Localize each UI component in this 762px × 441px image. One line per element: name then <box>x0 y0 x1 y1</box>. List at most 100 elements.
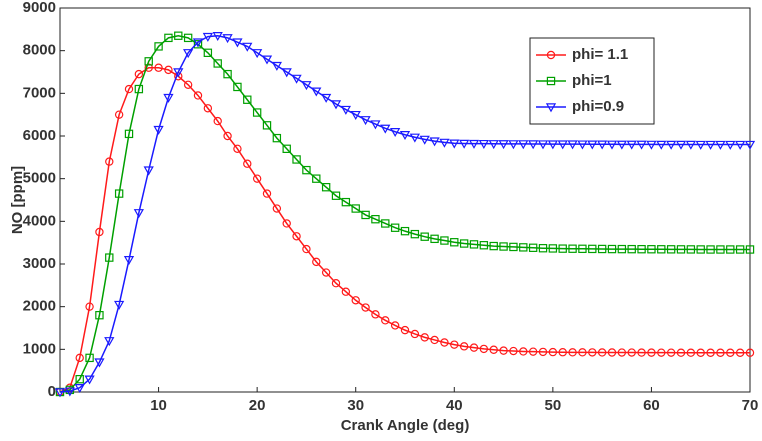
marker <box>341 197 351 207</box>
x-tick-label: 20 <box>249 397 266 414</box>
marker <box>548 244 558 253</box>
marker <box>232 38 243 48</box>
marker <box>351 296 360 305</box>
marker <box>124 84 134 94</box>
marker <box>706 245 715 254</box>
legend-label: phi=0.9 <box>572 98 624 115</box>
marker <box>360 116 371 126</box>
marker <box>597 140 608 150</box>
marker <box>164 33 173 43</box>
marker <box>74 384 85 394</box>
marker <box>301 81 312 91</box>
marker <box>252 108 262 117</box>
marker <box>222 34 233 44</box>
marker <box>606 140 618 150</box>
marker <box>242 42 253 52</box>
marker <box>420 333 429 342</box>
marker <box>450 340 459 349</box>
marker <box>203 48 213 58</box>
marker <box>489 345 498 354</box>
marker <box>440 338 449 347</box>
marker <box>192 38 204 48</box>
marker <box>340 105 351 115</box>
marker <box>647 245 656 254</box>
marker <box>538 244 548 253</box>
marker <box>321 268 331 277</box>
marker <box>381 316 390 325</box>
marker <box>675 140 687 150</box>
marker <box>223 131 232 141</box>
marker <box>588 348 597 357</box>
marker <box>154 42 163 51</box>
marker <box>84 375 95 385</box>
marker <box>390 321 400 330</box>
marker <box>419 135 430 145</box>
marker <box>331 191 341 200</box>
marker <box>636 140 647 150</box>
marker <box>400 226 410 236</box>
marker <box>143 166 154 176</box>
marker <box>153 125 164 135</box>
marker <box>676 348 686 357</box>
marker <box>302 165 311 175</box>
marker <box>410 329 420 339</box>
marker <box>212 32 223 42</box>
marker <box>292 232 301 241</box>
marker <box>469 240 479 249</box>
marker <box>616 140 627 150</box>
marker <box>213 116 222 126</box>
marker <box>183 33 193 43</box>
x-tick-label: 70 <box>742 397 759 414</box>
marker <box>123 256 135 266</box>
marker <box>607 244 617 254</box>
marker <box>75 375 84 384</box>
marker <box>105 157 114 166</box>
y-tick-label: 5000 <box>23 170 56 187</box>
marker <box>262 189 272 198</box>
marker <box>399 131 411 141</box>
y-tick-label: 2000 <box>23 298 56 315</box>
marker <box>252 174 262 183</box>
marker <box>726 348 735 357</box>
marker <box>450 238 459 247</box>
marker <box>745 348 755 357</box>
marker <box>430 335 439 345</box>
marker <box>519 243 528 252</box>
marker <box>546 76 556 86</box>
marker <box>478 139 489 149</box>
marker <box>282 144 291 153</box>
marker <box>281 68 292 78</box>
marker <box>459 239 469 248</box>
marker <box>272 204 282 213</box>
marker <box>715 140 726 150</box>
marker <box>685 140 696 150</box>
marker <box>321 93 332 103</box>
marker <box>410 229 420 239</box>
marker <box>75 353 84 363</box>
marker <box>726 245 735 254</box>
marker <box>627 244 636 254</box>
marker <box>547 140 558 150</box>
marker <box>400 325 410 335</box>
marker <box>546 50 556 60</box>
marker <box>272 133 282 143</box>
marker <box>626 140 637 150</box>
marker <box>705 140 716 150</box>
marker <box>686 245 696 254</box>
marker <box>468 139 480 149</box>
marker <box>302 244 311 254</box>
y-tick-label: 7000 <box>23 84 56 101</box>
marker <box>213 59 222 68</box>
marker <box>617 244 627 254</box>
marker <box>85 353 94 363</box>
marker <box>499 346 508 355</box>
marker <box>95 227 104 237</box>
marker <box>617 348 627 357</box>
marker <box>114 110 124 119</box>
marker <box>469 343 479 352</box>
marker <box>676 245 686 254</box>
marker <box>341 287 351 296</box>
marker <box>173 68 184 78</box>
marker <box>390 128 401 138</box>
